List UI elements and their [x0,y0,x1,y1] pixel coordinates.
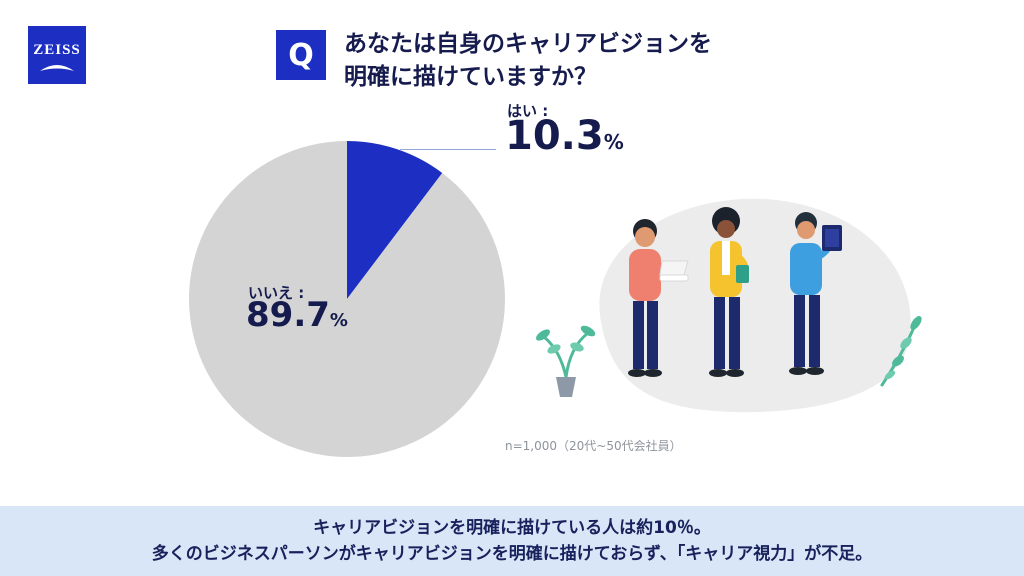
question-line1: あなたは自身のキャリアビジョンを [344,31,712,57]
yes-percent-sign: % [603,130,624,154]
question-title: あなたは自身のキャリアビジョンを 明確に描けていますか？ [344,28,712,95]
yes-slice-value: 10.3% [505,116,624,156]
pie-slice-1 [188,141,505,457]
pie-chart [188,141,505,457]
footer-line1: キャリアビジョンを明確に描けている人は約10％。 [313,517,711,538]
person-right [789,212,842,375]
leader-line [400,149,496,150]
zeiss-logo-text: ZEISS [33,42,81,58]
background-blob [599,198,911,413]
footer-line2: 多くのビジネスパーソンがキャリアビジョンを明確に描けておらず、「キャリア視力」が… [151,544,873,564]
no-slice-label: いいえ : [248,284,305,302]
no-slice-value: 89.7% [246,298,348,332]
question-badge: Q [276,30,326,80]
right-plant [880,316,922,387]
left-plant [536,325,596,397]
no-percent-sign: % [329,310,348,331]
footer-banner: キャリアビジョンを明確に描けている人は約10％。 多くのビジネスパーソンがキャリ… [0,506,1024,576]
zeiss-logo: ZEISS [28,26,86,84]
question-line2: 明確に描けていますか？ [344,64,597,91]
sample-note: n=1,000（20代~50代会社員） [505,439,682,453]
person-middle [709,207,749,377]
pie-slice-0 [347,141,443,299]
yes-value-number: 10.3 [505,113,604,159]
pie-chart-container [182,134,512,464]
person-left [628,219,689,377]
no-value-number: 89.7 [246,295,330,335]
team-illustration [536,198,922,413]
yes-slice-label: はい : [507,102,549,120]
zeiss-lens-icon [40,65,74,71]
